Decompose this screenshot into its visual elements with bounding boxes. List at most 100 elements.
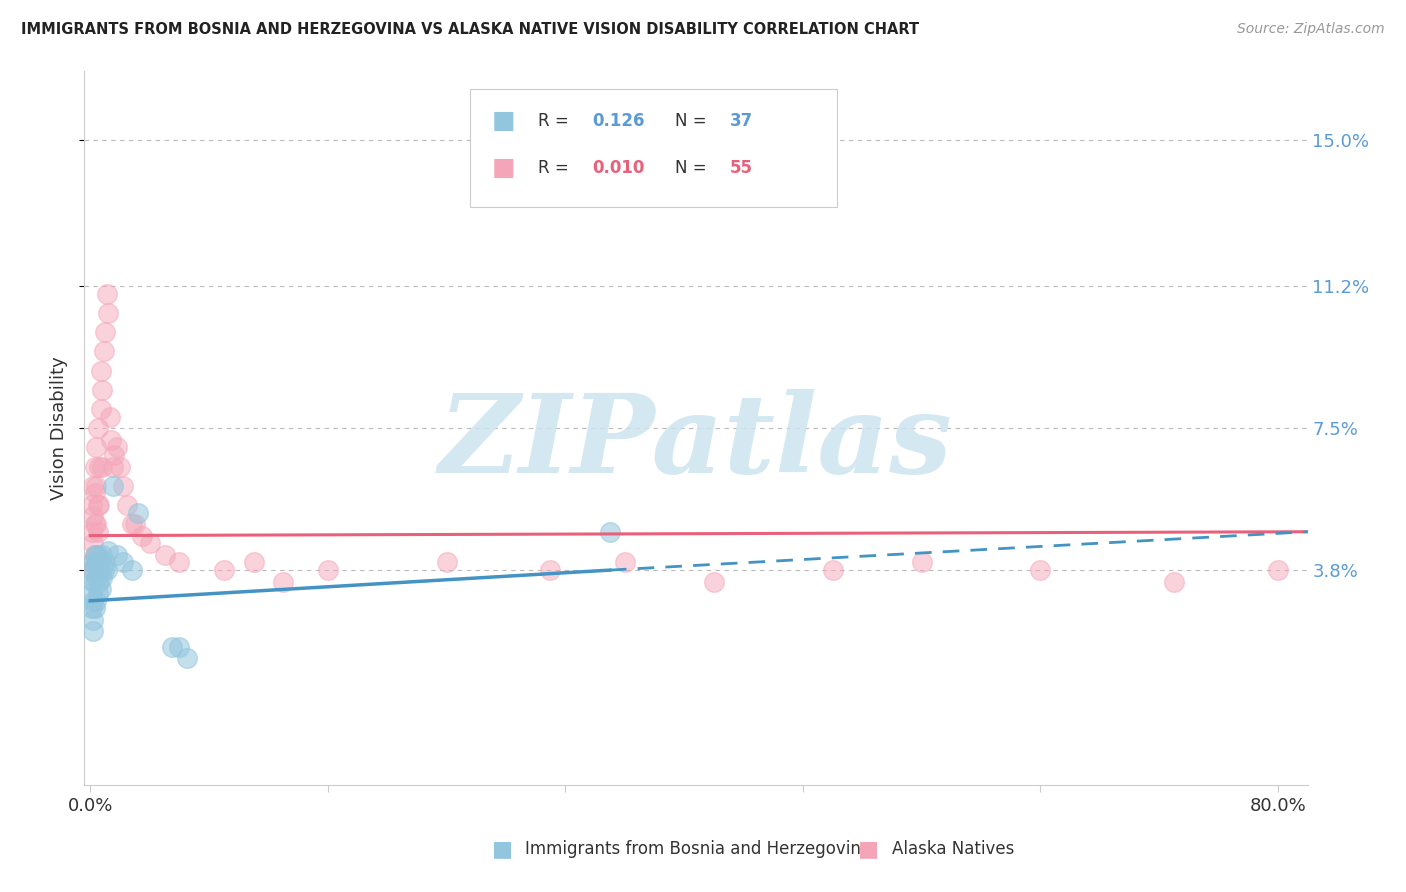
Point <box>212 563 235 577</box>
Point <box>83 486 105 500</box>
Point <box>271 574 294 589</box>
Point <box>153 548 176 562</box>
Text: ■: ■ <box>859 839 880 859</box>
Point <box>94 325 117 339</box>
Point <box>87 563 110 577</box>
Text: 0.010: 0.010 <box>592 159 644 177</box>
Point <box>821 563 844 577</box>
Point <box>93 344 115 359</box>
Text: 55: 55 <box>730 159 754 177</box>
Point <box>98 409 121 424</box>
Point <box>90 563 112 577</box>
Point <box>87 586 110 600</box>
Point <box>91 459 114 474</box>
Point <box>91 548 114 562</box>
Point <box>93 563 115 577</box>
Point <box>124 517 146 532</box>
Point <box>121 563 143 577</box>
Point <box>101 459 124 474</box>
Text: R =: R = <box>538 112 574 130</box>
Point <box>83 517 105 532</box>
Text: 37: 37 <box>730 112 754 130</box>
Point <box>83 574 105 589</box>
Point <box>89 556 111 570</box>
Point <box>84 479 107 493</box>
Text: ZIPatlas: ZIPatlas <box>439 389 953 496</box>
Text: ■: ■ <box>492 839 513 859</box>
Point <box>131 528 153 542</box>
Point <box>242 556 264 570</box>
Text: 0.126: 0.126 <box>592 112 644 130</box>
Point <box>103 448 125 462</box>
Point <box>111 479 134 493</box>
Point <box>90 582 112 597</box>
Point <box>84 571 107 585</box>
Point <box>84 556 107 570</box>
Point <box>84 548 107 562</box>
Point <box>83 459 105 474</box>
Text: N =: N = <box>675 159 711 177</box>
Point <box>80 586 103 600</box>
Point <box>80 498 103 512</box>
Point <box>138 536 160 550</box>
Point <box>87 498 110 512</box>
Point <box>910 556 932 570</box>
Point <box>1267 563 1289 577</box>
Point <box>169 640 191 654</box>
Point <box>91 383 114 397</box>
Point <box>82 594 104 608</box>
Text: N =: N = <box>675 112 711 130</box>
Point <box>105 548 128 562</box>
Text: ■: ■ <box>492 156 516 179</box>
Point <box>80 601 103 615</box>
Point <box>101 479 124 493</box>
Point <box>82 556 104 570</box>
Point <box>82 509 104 524</box>
Point <box>316 563 339 577</box>
Point <box>160 640 183 654</box>
Point <box>96 563 118 577</box>
Point <box>90 401 112 416</box>
Text: Source: ZipAtlas.com: Source: ZipAtlas.com <box>1237 22 1385 37</box>
Text: Immigrants from Bosnia and Herzegovina: Immigrants from Bosnia and Herzegovina <box>524 840 870 858</box>
Point <box>82 563 104 577</box>
Point <box>97 306 120 320</box>
Point <box>121 517 143 532</box>
Point <box>82 536 104 550</box>
Point <box>540 563 562 577</box>
Point <box>87 548 110 562</box>
Text: ■: ■ <box>492 110 516 133</box>
Point <box>599 524 621 539</box>
Point <box>703 574 725 589</box>
Point <box>127 506 149 520</box>
Text: R =: R = <box>538 159 574 177</box>
Point <box>89 459 111 474</box>
Point <box>84 517 107 532</box>
Point <box>80 563 103 577</box>
Point <box>84 441 107 455</box>
Y-axis label: Vision Disability: Vision Disability <box>51 356 69 500</box>
Point <box>84 594 107 608</box>
Point <box>176 651 198 665</box>
Point <box>94 556 117 570</box>
Point <box>87 421 110 435</box>
Point <box>82 479 104 493</box>
Point <box>80 524 103 539</box>
Point <box>83 563 105 577</box>
Point <box>80 556 103 570</box>
Point <box>105 441 128 455</box>
Text: Alaska Natives: Alaska Natives <box>891 840 1014 858</box>
Point <box>100 433 122 447</box>
Text: IMMIGRANTS FROM BOSNIA AND HERZEGOVINA VS ALASKA NATIVE VISION DISABILITY CORREL: IMMIGRANTS FROM BOSNIA AND HERZEGOVINA V… <box>21 22 920 37</box>
Point <box>89 498 111 512</box>
Point <box>83 548 105 562</box>
Point <box>436 556 458 570</box>
Point <box>90 363 112 377</box>
Point <box>83 548 105 562</box>
Point <box>1163 574 1185 589</box>
Point <box>1029 563 1052 577</box>
FancyBboxPatch shape <box>470 89 837 207</box>
Point <box>108 459 131 474</box>
Point <box>613 556 636 570</box>
Point <box>89 574 111 589</box>
